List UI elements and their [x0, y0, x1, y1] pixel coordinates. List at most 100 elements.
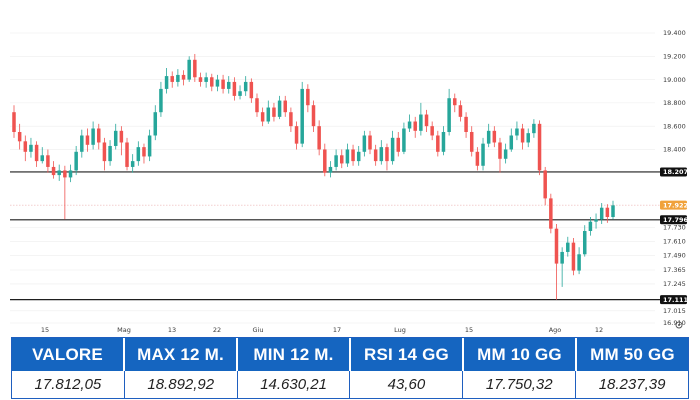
candle: [91, 121, 95, 150]
stats-table: VALORE MAX 12 M. MIN 12 M. RSI 14 GG MM …: [11, 337, 689, 399]
candle-body: [492, 130, 497, 143]
candle-body: [108, 145, 112, 162]
settings-gear-icon[interactable]: [675, 321, 683, 329]
candle-body: [210, 77, 214, 87]
candle-body: [554, 228, 559, 264]
candle: [277, 95, 282, 120]
candle-body: [249, 81, 254, 99]
candle: [113, 123, 118, 150]
candle: [554, 224, 559, 300]
candle: [599, 203, 604, 225]
candle-body: [362, 135, 367, 152]
candle-body: [193, 59, 197, 78]
candle-body: [187, 59, 191, 80]
candle: [407, 114, 412, 132]
price-chart: 19.400 19.200 19.000 18.800 18.600 18.400 17.7…: [10, 29, 689, 334]
candle: [520, 123, 525, 150]
candle: [142, 143, 146, 164]
candle: [419, 102, 423, 136]
candle-body: [486, 130, 491, 144]
candle-body: [503, 149, 508, 159]
x-tick-label: 15: [465, 326, 473, 334]
candle-body: [136, 147, 141, 162]
candle-body: [379, 147, 384, 162]
candle-body: [17, 131, 22, 142]
candle: [368, 130, 372, 155]
y-tick-label: 17.730: [663, 224, 686, 232]
candle: [289, 107, 293, 132]
x-tick-label: 12: [595, 326, 603, 334]
candle-body: [221, 79, 225, 89]
candle-body: [97, 128, 101, 143]
candle: [300, 81, 304, 148]
candle-body: [509, 135, 514, 150]
candle: [441, 126, 446, 156]
candle: [193, 53, 197, 82]
candle-body: [537, 123, 542, 171]
candle: [57, 164, 61, 181]
candle-body: [515, 128, 519, 136]
candle: [566, 236, 570, 257]
candle: [51, 161, 56, 179]
stats-header-min: MIN 12 M.: [238, 338, 351, 371]
y-tick-label: 16.910: [663, 319, 686, 327]
candle-body: [424, 114, 429, 127]
candle: [588, 217, 593, 236]
candle: [34, 141, 39, 167]
stats-header-max: MAX 12 M.: [125, 338, 238, 371]
candle: [328, 161, 333, 178]
candle: [80, 129, 84, 158]
candle-body: [532, 123, 536, 134]
candle-body: [85, 135, 90, 145]
stats-value-valore: 17.812,05: [12, 371, 125, 398]
candle: [311, 100, 316, 132]
grid-lines: [10, 32, 655, 324]
candle-body: [458, 105, 463, 117]
level-badge: [660, 295, 687, 305]
level-label: 18.207: [663, 168, 688, 176]
candle: [74, 145, 78, 176]
candle: [260, 107, 265, 127]
candle: [221, 74, 225, 94]
y-tick-label: 17.245: [663, 280, 686, 288]
candle: [249, 78, 254, 103]
candle: [475, 147, 480, 171]
candle: [85, 128, 90, 152]
y-tick-label: 18.400: [663, 146, 686, 154]
candle-body: [232, 81, 237, 96]
candle: [204, 72, 208, 88]
candle: [187, 56, 191, 82]
candle-body: [68, 170, 73, 178]
candle: [147, 129, 152, 162]
candle-body: [277, 100, 282, 117]
candle: [509, 128, 514, 152]
candle: [317, 120, 321, 156]
candle: [447, 88, 451, 136]
candle-body: [51, 166, 56, 176]
candle-body: [159, 88, 163, 113]
candle: [469, 126, 474, 157]
x-tick-label: Lug: [394, 326, 406, 334]
y-tick-label: 19.400: [663, 29, 686, 37]
candle-body: [91, 128, 95, 145]
candle: [243, 76, 248, 96]
y-tick-label: 18.600: [663, 122, 686, 130]
candle-body: [243, 81, 248, 92]
candle: [515, 121, 519, 141]
candle: [125, 137, 129, 171]
candle: [46, 149, 50, 173]
x-tick-label: 15: [41, 326, 49, 334]
candle-body: [323, 149, 327, 173]
candle-body: [23, 141, 28, 152]
candle: [532, 119, 536, 138]
candle: [503, 143, 508, 164]
candle: [345, 143, 350, 167]
candle-body: [594, 219, 598, 222]
candle: [486, 123, 491, 148]
candle: [323, 143, 327, 177]
candle-body: [390, 137, 395, 162]
candle-body: [543, 170, 547, 199]
candle: [402, 122, 406, 155]
candle: [464, 112, 468, 138]
candle: [153, 105, 158, 141]
